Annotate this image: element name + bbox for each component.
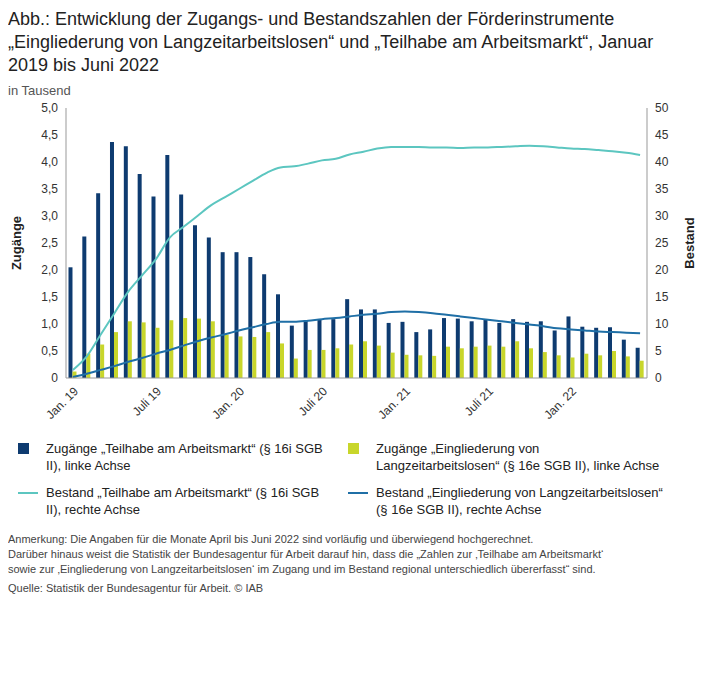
svg-text:0,5: 0,5 <box>41 344 58 358</box>
html-text:Bestand „Eingliederung von Lan: Bestand „Eingliederung von Langzeitarbei… <box>376 485 663 517</box>
html-text:in Tausend: in Tausend <box>8 83 71 98</box>
svg-text:25: 25 <box>655 236 669 250</box>
html-text:Quelle: Statistik der Bundesag: Quelle: Statistik der Bundesagentur für … <box>8 582 264 594</box>
svg-text:Juli 19: Juli 19 <box>130 384 165 419</box>
svg-text:1,0: 1,0 <box>41 317 58 331</box>
svg-text:4,5: 4,5 <box>41 128 58 142</box>
html-text:sowie zur ‚Eingliederung von L: sowie zur ‚Eingliederung von Langzeitarb… <box>8 563 596 575</box>
svg-text:40: 40 <box>655 155 669 169</box>
svg-text:5,0: 5,0 <box>41 101 58 115</box>
svg-text:Jan. 19: Jan. 19 <box>43 384 81 422</box>
svg-text:Jan. 20: Jan. 20 <box>209 384 247 422</box>
svg-text:2,0: 2,0 <box>41 263 58 277</box>
svg-text:35: 35 <box>655 182 669 196</box>
svg-text:Juli 21: Juli 21 <box>462 384 497 419</box>
svg-text:10: 10 <box>655 317 669 331</box>
svg-text:15: 15 <box>655 290 669 304</box>
svg-text:0: 0 <box>51 371 58 385</box>
html-text:Zugänge „Eingliederung von Lan: Zugänge „Eingliederung von Langzeitarbei… <box>376 441 660 473</box>
svg-text:4,0: 4,0 <box>41 155 58 169</box>
html-text:Darüber hinaus weist die Stati: Darüber hinaus weist die Statistik der B… <box>8 548 604 560</box>
svg-text:45: 45 <box>655 128 669 142</box>
svg-text:1,5: 1,5 <box>41 290 58 304</box>
svg-text:5: 5 <box>655 344 662 358</box>
svg-text:50: 50 <box>655 101 669 115</box>
svg-text:3,0: 3,0 <box>41 209 58 223</box>
html-text:Bestand „Teilhabe am Arbeitsma: Bestand „Teilhabe am Arbeitsmarkt“ (§ 16… <box>46 485 320 517</box>
svg-text:20: 20 <box>655 263 669 277</box>
svg-text:2,5: 2,5 <box>41 236 58 250</box>
html-text:Zugänge „Teilhabe am Arbeitsma: Zugänge „Teilhabe am Arbeitsmarkt“ (§ 16… <box>46 441 323 473</box>
svg-text:Juli 20: Juli 20 <box>296 384 331 419</box>
svg-text:Jan. 22: Jan. 22 <box>541 384 579 422</box>
html-text:Anmerkung: Die Angaben für die: Anmerkung: Die Angaben für die Monate Ap… <box>8 533 534 545</box>
html-text:Abb.: Entwicklung der Zugangs-: Abb.: Entwicklung der Zugangs- und Besta… <box>8 9 654 75</box>
svg-text:3,5: 3,5 <box>41 182 58 196</box>
svg-text:30: 30 <box>655 209 669 223</box>
svg-text:Jan. 21: Jan. 21 <box>375 384 413 422</box>
svg-text:Bestand: Bestand <box>682 217 697 268</box>
svg-text:0: 0 <box>655 371 662 385</box>
svg-text:Zugänge: Zugänge <box>9 216 24 270</box>
